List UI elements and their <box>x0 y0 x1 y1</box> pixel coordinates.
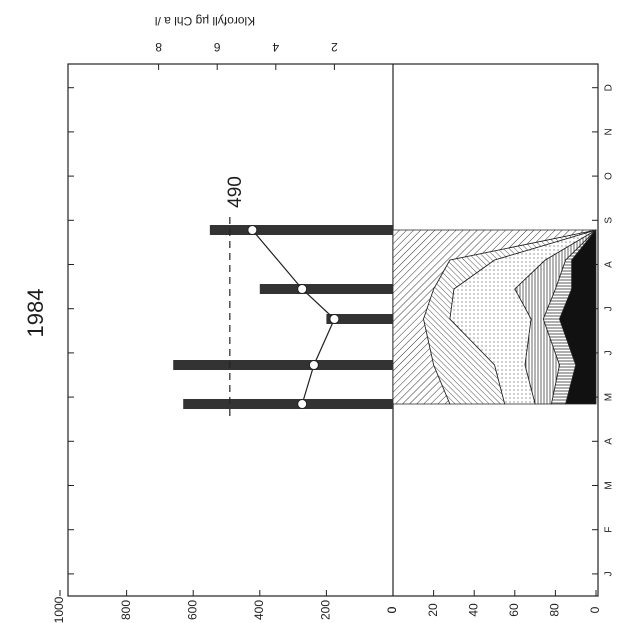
biomass-bar <box>183 399 393 409</box>
plot-frame <box>67 63 599 597</box>
y-tick-label: 200 <box>319 600 333 620</box>
month-label: J <box>604 571 615 576</box>
month-label: N <box>604 128 615 135</box>
month-label: J <box>604 350 615 355</box>
month-label: F <box>604 527 615 533</box>
chl-tick-label: 6 <box>214 40 221 54</box>
chlorophyll-point <box>308 360 319 370</box>
chlorophyll-point <box>297 284 308 294</box>
month-label: A <box>604 261 615 268</box>
percent-tick-label: 20 <box>426 603 440 617</box>
chl-tick-label: 2 <box>331 40 338 54</box>
chlorophyll-line <box>251 229 336 405</box>
biomass-bar <box>209 225 393 235</box>
y-tick-label: 400 <box>252 600 266 620</box>
reference-label: 490 <box>225 176 246 208</box>
biomass-bar <box>326 314 393 324</box>
month-label: A <box>604 438 615 445</box>
month-label: S <box>604 217 615 224</box>
chlorophyll-point <box>329 314 340 324</box>
percent-tick-label: 80 <box>548 603 562 617</box>
chlorophyll-point <box>297 399 308 409</box>
chl-tick-label: 8 <box>155 40 162 54</box>
y-tick-label: 800 <box>119 600 133 620</box>
y-tick-label: 1000 <box>52 596 66 623</box>
percent-tick-label: 60 <box>507 603 521 617</box>
biomass-bar <box>173 360 393 370</box>
month-label: M <box>604 393 615 401</box>
biomass-bar <box>259 284 393 294</box>
chl-tick-label: 4 <box>272 40 279 54</box>
percent-tick-label: 40 <box>466 603 480 617</box>
month-label: D <box>604 84 615 91</box>
month-label: O <box>604 172 615 180</box>
y-tick-label: 600 <box>185 600 199 620</box>
month-label: M <box>604 481 615 489</box>
month-label: J <box>604 306 615 311</box>
chl-axis-label: Klorofyll µg Chl a /l <box>155 14 255 28</box>
percent-tick-label: 0 <box>588 606 602 613</box>
y-tick-label: 0 <box>385 606 399 613</box>
chart-title: 1984 <box>23 289 48 338</box>
percent-tick-label: 0 <box>385 606 399 613</box>
chlorophyll-point <box>247 225 258 235</box>
